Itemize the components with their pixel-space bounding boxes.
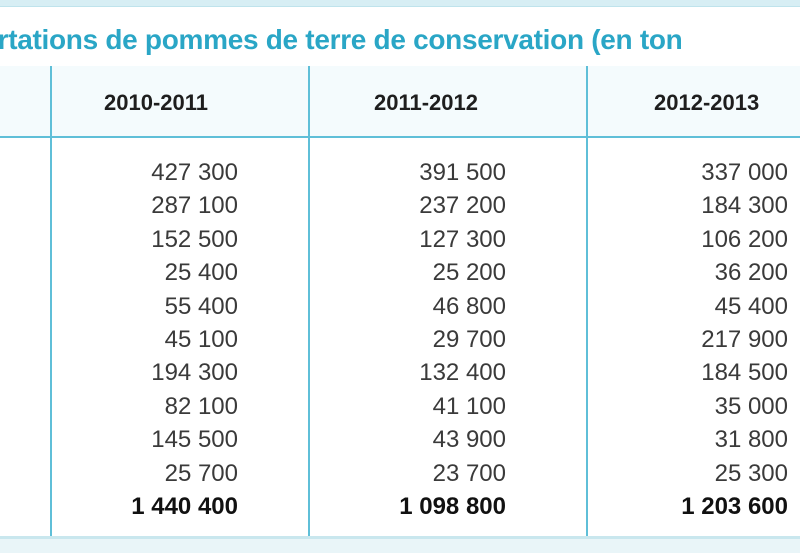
column-divider: [586, 66, 588, 546]
table-cell: 29 700: [432, 326, 506, 354]
column-divider: [50, 66, 52, 546]
column-divider: [308, 66, 310, 546]
table-cell: 23 700: [432, 459, 506, 487]
total-cell: 1 440 400: [131, 493, 238, 521]
column-header-2010-2011: 2010-2011: [104, 90, 208, 115]
table-cell: 25 300: [714, 459, 788, 487]
table-cell: 41 100: [432, 392, 506, 420]
table-cell: 45 400: [714, 292, 788, 320]
table-cell: 217 900: [701, 326, 788, 354]
table-cell: 184 300: [701, 192, 788, 220]
table-cell: 35 000: [714, 392, 788, 420]
table-cell: 132 400: [419, 359, 506, 387]
table-cell: 82 100: [164, 392, 238, 420]
table-cell: 25 700: [164, 459, 238, 487]
table-cell: 106 200: [701, 225, 788, 253]
column-2010-2011: 427 300 287 100 152 500 25 400 55 400 45 100 1…: [131, 156, 238, 523]
table-cell: 55 400: [164, 292, 238, 320]
table-cell: 337 000: [701, 159, 788, 186]
table-cell: 43 900: [432, 426, 506, 454]
column-2011-2012: 391 500 237 200 127 300 25 200 46 800 29 700 1…: [399, 156, 506, 523]
table-cell: 152 500: [151, 225, 238, 253]
table-cell: 427 300: [151, 159, 238, 186]
table-cell: 46 800: [432, 292, 506, 320]
column-header-2012-2013: 2012-2013: [654, 90, 760, 115]
table-cell: 287 100: [151, 192, 238, 220]
column-2012-2013: 337 000 184 300 106 200 36 200 45 400 217 900…: [681, 156, 788, 523]
table-cell: 127 300: [419, 225, 506, 253]
table-cell: 25 200: [432, 259, 506, 287]
header-rule: [0, 136, 800, 138]
table-cell: 25 400: [164, 259, 238, 287]
total-cell: 1 203 600: [681, 493, 788, 521]
table-cell: 31 800: [714, 426, 788, 454]
header-band: [0, 66, 800, 136]
table-cell: 45 100: [164, 326, 238, 354]
table-cell: 184 500: [701, 359, 788, 387]
table-cell: 194 300: [151, 359, 238, 387]
table-cell: 391 500: [419, 159, 506, 186]
bottom-rule: [0, 536, 800, 553]
table-cell: 237 200: [419, 192, 506, 220]
table-title: portations de pommes de terre de conserv…: [0, 24, 683, 55]
column-header-2011-2012: 2011-2012: [374, 90, 478, 115]
table-cell: 36 200: [714, 259, 788, 287]
table-cell: 145 500: [151, 426, 238, 454]
total-cell: 1 098 800: [399, 493, 506, 521]
top-rule: [0, 0, 800, 7]
